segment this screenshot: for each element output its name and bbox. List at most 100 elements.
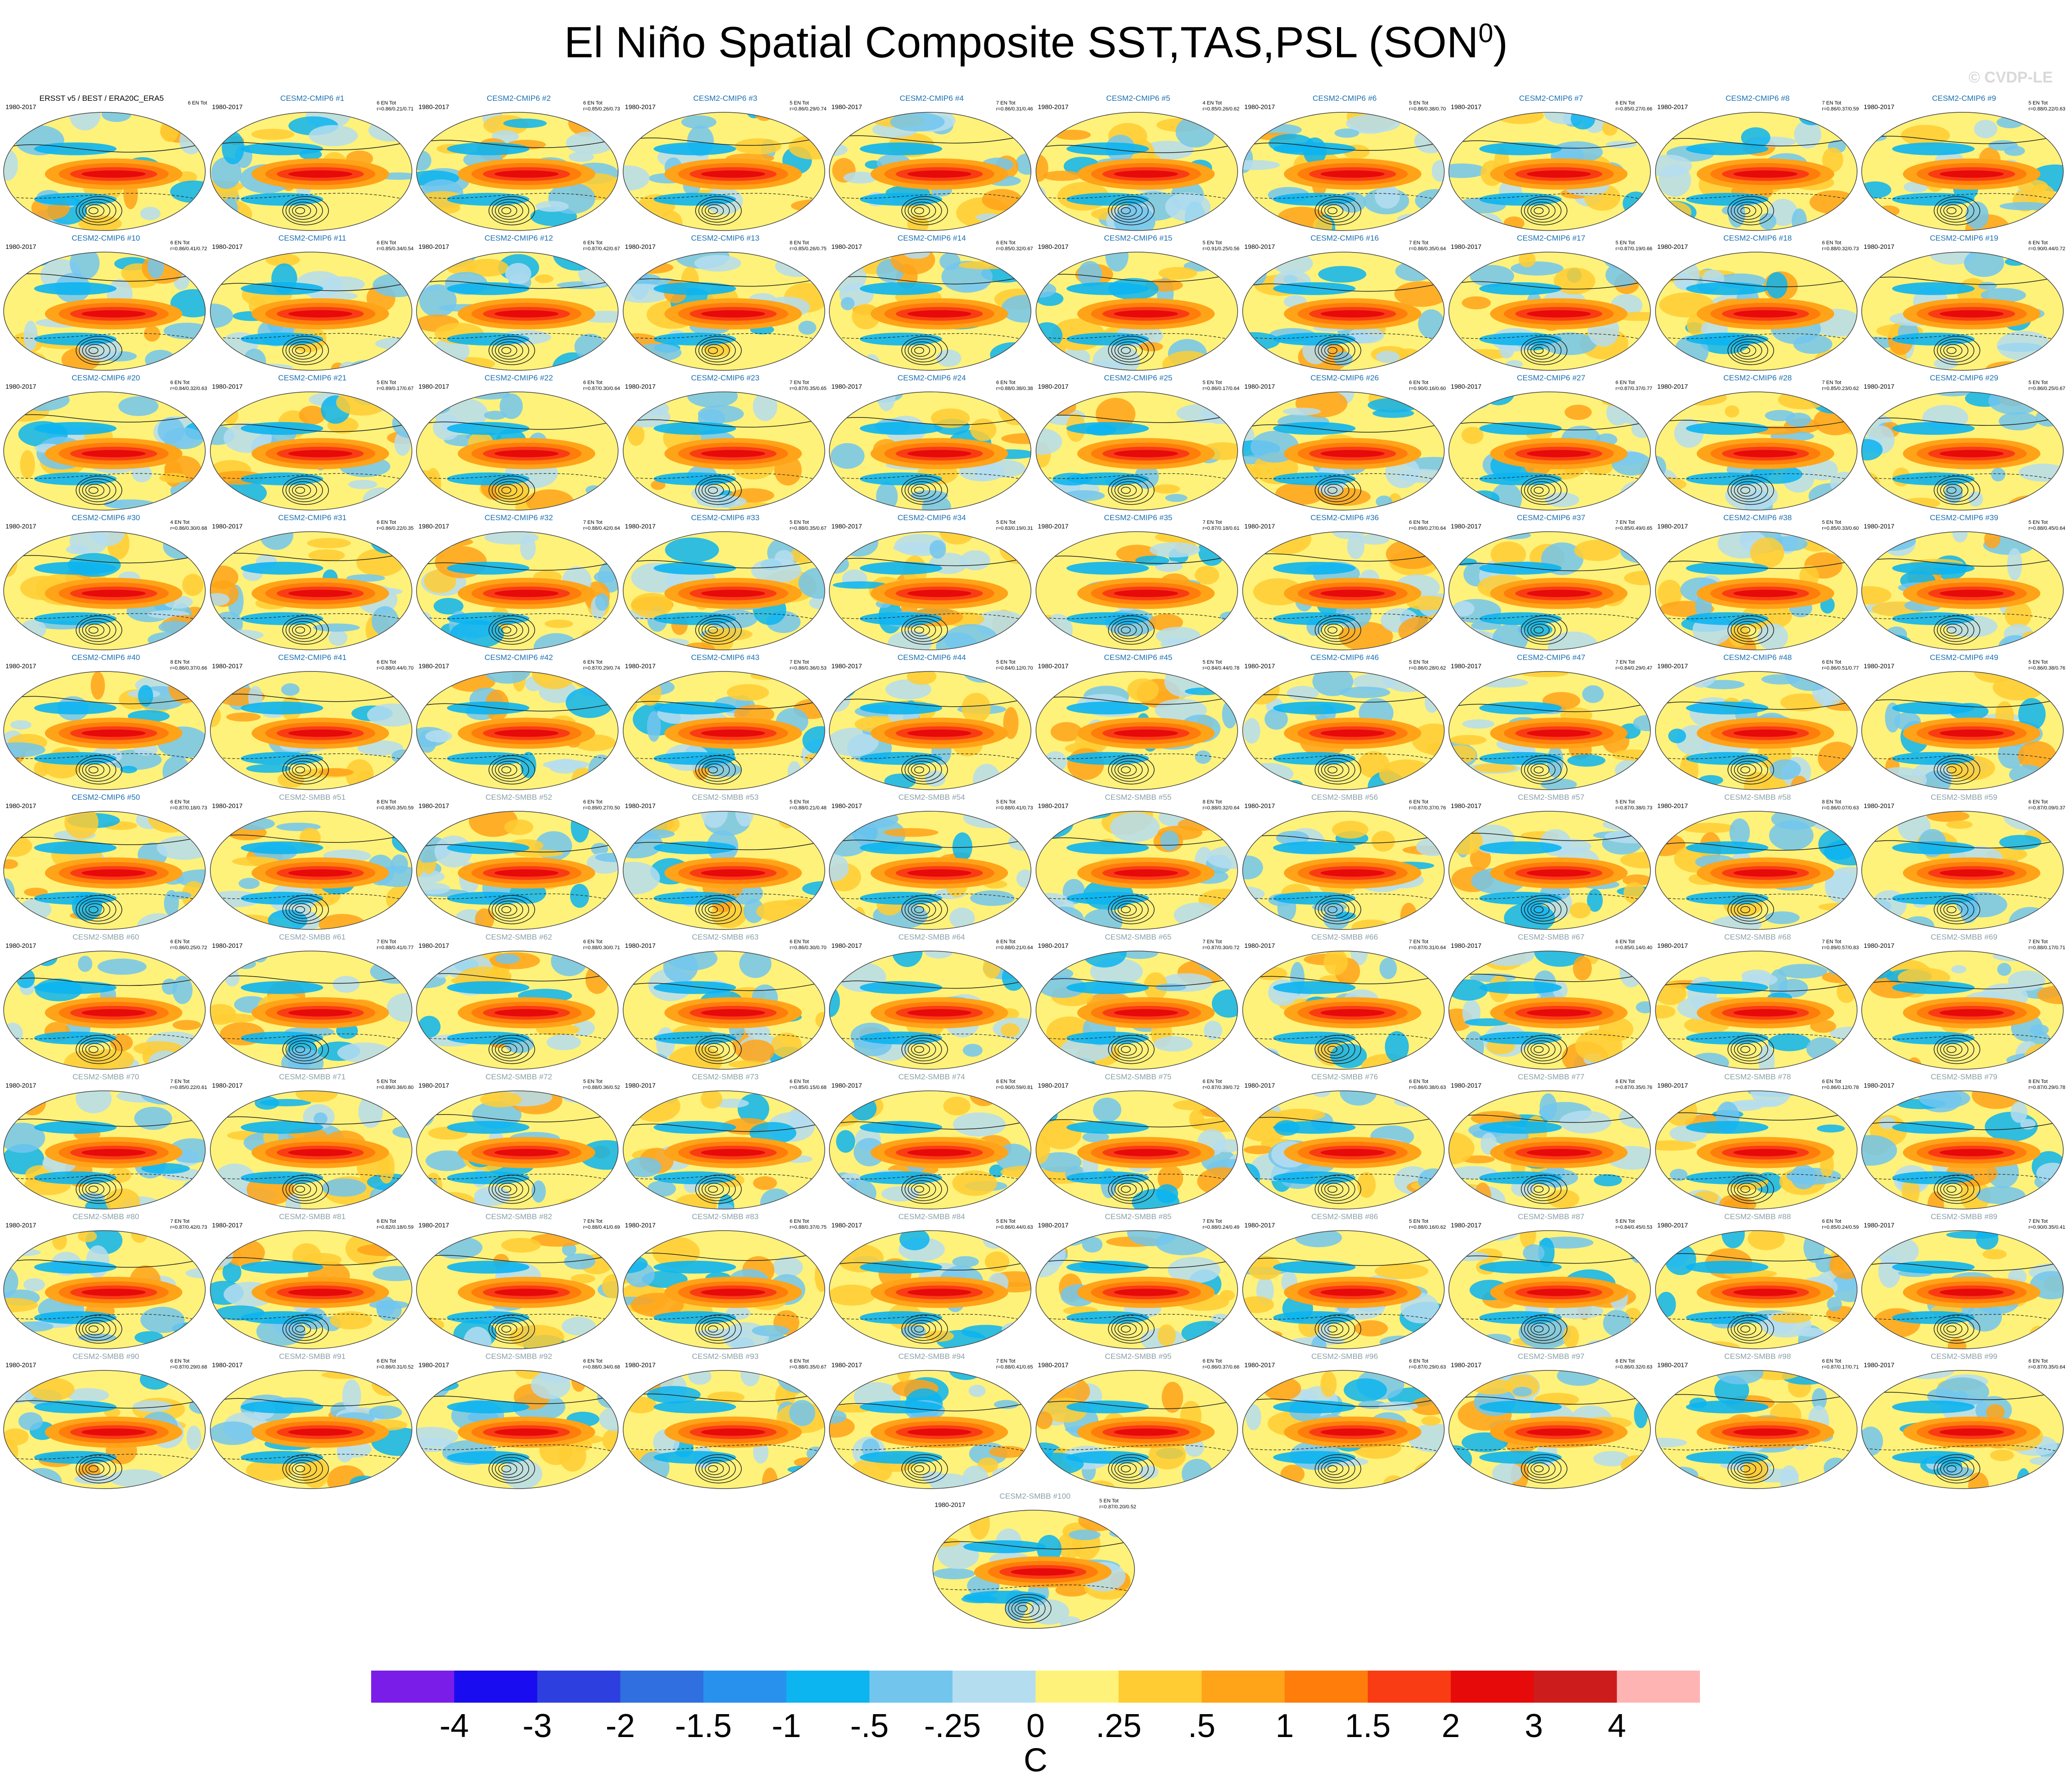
map-panel: CESM2-CMIP6 #20 1980-2017 6 EN Tot r=0.84/0… — [3, 374, 209, 511]
map-panel: CESM2-CMIP6 #36 1980-2017 6 EN Tot r=0.89/0… — [1242, 513, 1448, 651]
panel-years: 1980-2017 — [5, 802, 36, 809]
colorbar-box — [1617, 1671, 1700, 1703]
panel-years: 1980-2017 — [1244, 942, 1275, 949]
panel-stats: 6 EN Tot r=0.90/0.44/0.72 — [2028, 240, 2066, 252]
map-panel: CESM2-CMIP6 #47 1980-2017 7 EN Tot r=0.84/0… — [1448, 653, 1654, 791]
panel-stats: 5 EN Tot r=0.84/0.44/0.78 — [1202, 660, 1239, 671]
panel-map — [3, 391, 206, 511]
panel-map — [1448, 671, 1651, 790]
map-panel: CESM2-CMIP6 #43 1980-2017 7 EN Tot r=0.86/0… — [622, 653, 828, 791]
panel-years: 1980-2017 — [418, 942, 449, 949]
colorbar-box — [1118, 1671, 1202, 1703]
panel-map — [1861, 252, 2064, 371]
colorbar-box — [371, 1671, 455, 1703]
panel-title: CESM2-SMBB #92 — [485, 1352, 552, 1361]
panel-title: CESM2-SMBB #100 — [999, 1492, 1071, 1501]
panel-stats: 7 EN Tot r=0.87/0.30/0.72 — [1202, 939, 1239, 951]
map-panel: CESM2-CMIP6 #45 1980-2017 5 EN Tot r=0.84/0… — [1035, 653, 1241, 791]
panel-map — [623, 811, 825, 930]
map-panel: CESM2-CMIP6 #37 1980-2017 7 EN Tot r=0.85/0… — [1448, 513, 1654, 651]
panel-stats: 6 EN Tot r=0.90/0.16/0.60 — [1409, 380, 1446, 391]
panel-title: CESM2-CMIP6 #35 — [1104, 513, 1173, 522]
panel-title: CESM2-SMBB #96 — [1311, 1352, 1378, 1361]
panel-stats: 5 EN Tot r=0.88/0.22/0.63 — [2028, 100, 2066, 112]
map-panel: CESM2-SMBB #96 1980-2017 6 EN Tot r=0.87/0.… — [1242, 1352, 1448, 1490]
panel-map — [416, 391, 619, 511]
map-panel: CESM2-CMIP6 #5 1980-2017 4 EN Tot r=0.85/0.… — [1035, 94, 1241, 231]
map-panel: CESM2-CMIP6 #48 1980-2017 6 EN Tot r=0.86/0… — [1655, 653, 1861, 791]
map-panel: CESM2-SMBB #98 1980-2017 6 EN Tot r=0.87/0.… — [1655, 1352, 1861, 1490]
panel-map — [1655, 1230, 1858, 1349]
panel-stats: 5 EN Tot r=0.84/0.45/0.53 — [1615, 1219, 1653, 1230]
panel-map — [1448, 1370, 1651, 1489]
panel-stats: 6 EN Tot r=0.88/0.38/0.38 — [996, 380, 1033, 391]
panel-map — [3, 112, 206, 231]
map-panel: CESM2-CMIP6 #46 1980-2017 5 EN Tot r=0.86/0… — [1242, 653, 1448, 791]
panel-stats: 7 EN Tot r=0.84/0.29/0.47 — [1615, 660, 1653, 671]
panel-title: CESM2-CMIP6 #5 — [1106, 94, 1170, 103]
map-panel: CESM2-SMBB #57 1980-2017 5 EN Tot r=0.87/0.… — [1448, 793, 1654, 930]
panel-stats: 7 EN Tot r=0.87/0.35/0.65 — [789, 380, 827, 391]
map-panel: CESM2-SMBB #93 1980-2017 6 EN Tot r=0.88/0.… — [622, 1352, 828, 1490]
panel-years: 1980-2017 — [212, 522, 243, 530]
map-panel: CESM2-SMBB #72 1980-2017 5 EN Tot r=0.88/0.… — [416, 1072, 622, 1210]
panel-years: 1980-2017 — [831, 383, 862, 390]
panel-stats: 6 EN Tot r=0.86/0.12/0.78 — [1822, 1079, 1859, 1090]
panel-map — [1448, 1230, 1651, 1349]
map-panel: CESM2-SMBB #87 1980-2017 5 EN Tot r=0.84/0.… — [1448, 1212, 1654, 1350]
panel-years: 1980-2017 — [1657, 522, 1688, 530]
panel-stats: 6 EN Tot r=0.88/0.35/0.67 — [789, 1358, 827, 1370]
panel-years: 1980-2017 — [1451, 942, 1482, 949]
panel-map — [416, 1370, 619, 1489]
panel-stats: 6 EN Tot r=0.87/0.39/0.72 — [1202, 1079, 1239, 1090]
map-panel: CESM2-CMIP6 #22 1980-2017 6 EN Tot r=0.87/0… — [416, 374, 622, 511]
panel-title: CESM2-SMBB #78 — [1724, 1072, 1791, 1081]
panel-map — [209, 112, 412, 231]
panel-title: CESM2-SMBB #69 — [1930, 933, 1998, 941]
panel-map — [416, 1090, 619, 1210]
panel-years: 1980-2017 — [1038, 942, 1069, 949]
panel-map — [209, 811, 412, 930]
panel-stats: 5 EN Tot r=0.86/0.25/0.67 — [2028, 380, 2066, 391]
panel-map — [3, 951, 206, 1070]
panel-years: 1980-2017 — [1657, 243, 1688, 250]
panel-title: CESM2-SMBB #54 — [898, 793, 965, 802]
title-superscript: 0 — [1478, 18, 1493, 48]
panel-years: 1980-2017 — [1038, 103, 1069, 110]
map-panel: CESM2-CMIP6 #27 1980-2017 6 EN Tot r=0.87/0… — [1448, 374, 1654, 511]
map-panel: CESM2-SMBB #68 1980-2017 7 EN Tot r=0.89/0.… — [1655, 933, 1861, 1070]
panel-map — [1448, 112, 1651, 231]
panel-title: CESM2-CMIP6 #29 — [1929, 374, 1999, 382]
panel-years: 1980-2017 — [212, 383, 243, 390]
colorbar-tick-label: 1.5 — [1344, 1708, 1391, 1744]
panel-stats: 6 EN Tot r=0.87/0.09/0.37 — [2028, 799, 2066, 811]
panel-stats: 6 EN Tot r=0.84/0.32/0.63 — [170, 380, 207, 391]
panel-stats: 5 EN Tot r=0.88/0.16/0.62 — [1409, 1219, 1446, 1230]
panel-title: CESM2-SMBB #67 — [1518, 933, 1584, 941]
panel-title: CESM2-SMBB #85 — [1105, 1212, 1172, 1221]
panel-years: 1980-2017 — [418, 1361, 449, 1369]
panel-map — [416, 951, 619, 1070]
panel-title: CESM2-SMBB #53 — [692, 793, 759, 802]
panel-title: CESM2-SMBB #88 — [1724, 1212, 1791, 1221]
panel-title: CESM2-CMIP6 #16 — [1310, 234, 1379, 242]
colorbar-tick-label: -4 — [439, 1708, 469, 1744]
map-panel: CESM2-CMIP6 #41 1980-2017 6 EN Tot r=0.88/0… — [209, 653, 416, 791]
panel-years: 1980-2017 — [418, 662, 449, 670]
panel-title: CESM2-SMBB #84 — [898, 1212, 965, 1221]
map-panel: CESM2-SMBB #62 1980-2017 6 EN Tot r=0.88/0.… — [416, 933, 622, 1070]
panel-years: 1980-2017 — [212, 1221, 243, 1229]
panel-title: CESM2-SMBB #98 — [1724, 1352, 1791, 1361]
panel-stats: 6 EN Tot r=0.87/0.17/0.71 — [1822, 1358, 1859, 1370]
panel-stats: 5 EN Tot r=0.85/0.33/0.60 — [1822, 520, 1859, 531]
panel-stats: 7 EN Tot r=0.85/0.22/0.61 — [170, 1079, 207, 1090]
panel-years: 1980-2017 — [1451, 1221, 1482, 1229]
panel-title: CESM2-CMIP6 #15 — [1104, 234, 1173, 242]
map-panel: CESM2-SMBB #67 1980-2017 6 EN Tot r=0.85/0.… — [1448, 933, 1654, 1070]
panel-years: 1980-2017 — [1657, 103, 1688, 110]
panel-map — [623, 951, 825, 1070]
panel-years: 1980-2017 — [1864, 662, 1895, 670]
map-panel: CESM2-SMBB #51 1980-2017 8 EN Tot r=0.85/0.… — [209, 793, 416, 930]
panel-title: CESM2-SMBB #94 — [898, 1352, 965, 1361]
panel-stats: 6 EN Tot r=0.88/0.44/0.70 — [377, 660, 414, 671]
